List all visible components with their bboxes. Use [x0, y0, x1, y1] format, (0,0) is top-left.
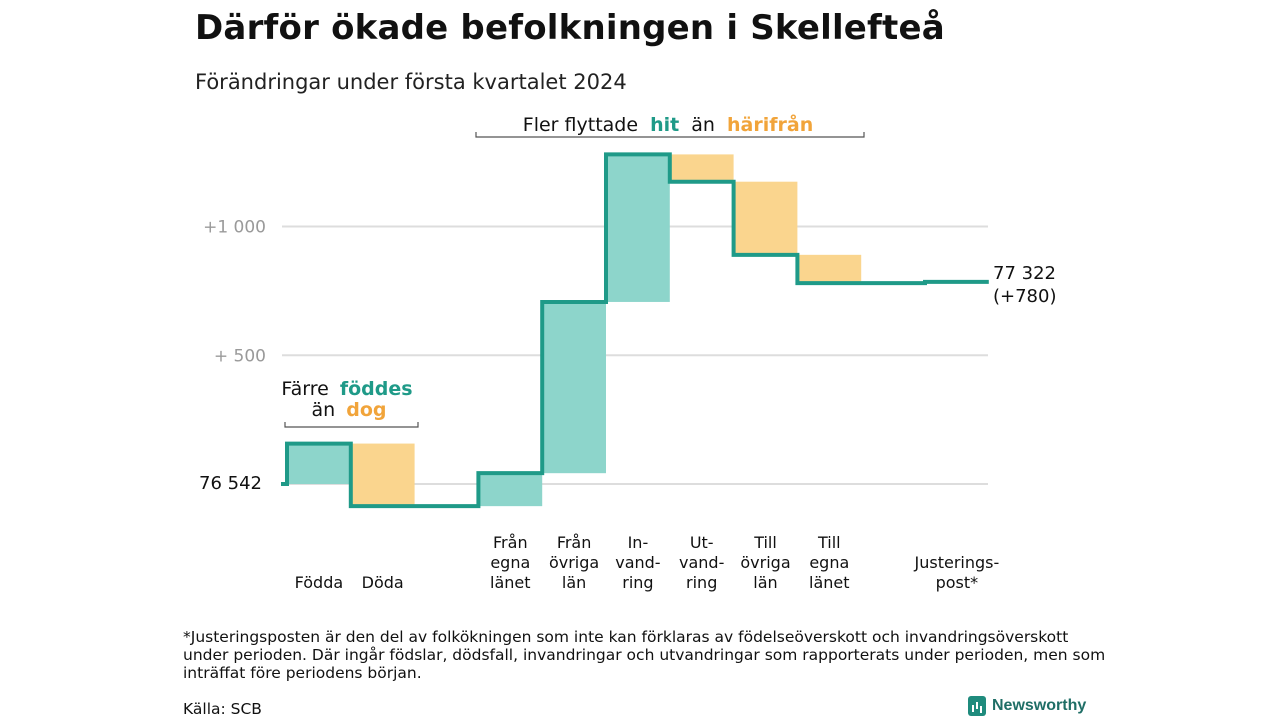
svg-text:än dog: än dog: [312, 399, 387, 421]
waterfall-bar: [797, 254, 862, 284]
category-label: Från övriga län: [549, 533, 599, 592]
svg-text:Färre föddes: Färre föddes: [281, 378, 412, 400]
births-line1-hit: föddes: [340, 378, 413, 400]
newsworthy-logo: Newsworthy: [968, 696, 1086, 716]
category-label: Födda: [295, 573, 344, 592]
category-label: Till övriga län: [740, 533, 790, 592]
births-line1-prefix: Färre: [281, 378, 328, 400]
waterfall-bar: [669, 154, 734, 182]
y-axis-ticks: + 500 +1 000: [203, 218, 266, 367]
waterfall-bar: [542, 301, 606, 474]
y-tick-label: + 500: [214, 346, 266, 366]
moved-bracket: [475, 132, 865, 138]
waterfall-bar: [350, 443, 415, 507]
category-label: Till egna länet: [809, 533, 850, 592]
waterfall-bar: [606, 154, 670, 302]
moved-middle: än: [691, 114, 715, 136]
svg-text:Fler flyttade hit: Fler flyttade hit än härifrån: [523, 112, 813, 136]
waterfall-bar: [733, 181, 798, 255]
bars: [287, 154, 862, 507]
chart-title: Därför ökade befolkningen i Skellefteå: [195, 8, 945, 48]
cumulative-step-line: [281, 152, 989, 509]
waterfall-chart: + 500 +1 000 Födda Döda Från egna länet Från öv…: [199, 112, 1056, 592]
chart-subtitle: Förändringar under första kvartalet 2024: [195, 70, 627, 94]
end-change-label: (+780): [993, 286, 1056, 307]
births-bracket: [284, 422, 419, 428]
category-labels: Födda Döda Från egna länet Från övriga län In-va…: [295, 533, 1000, 592]
start-value-label: 76 542: [199, 473, 262, 494]
births-line2-prefix: än: [312, 399, 336, 421]
births-line2-away: dog: [346, 399, 386, 421]
births-annotation: Färre föddes än dog: [281, 378, 419, 428]
category-label: Ut-vand-ring: [679, 533, 724, 592]
category-label: In-vand-ring: [615, 533, 660, 592]
category-label: Justerings-post*: [914, 553, 1000, 592]
waterfall-bar: [478, 473, 543, 507]
end-value-label: 77 322: [993, 263, 1056, 284]
moved-annotation: Fler flyttade hit än härifrån: [475, 112, 865, 138]
waterfall-bar: [287, 443, 351, 484]
source-label: Källa: SCB: [183, 700, 262, 718]
footnote: *Justeringsposten är den del av folkökni…: [183, 628, 1106, 682]
category-label: Döda: [362, 573, 404, 592]
chart-bars-icon: [968, 696, 986, 716]
moved-hit: hit: [650, 114, 679, 136]
brand-name: Newsworthy: [992, 697, 1087, 714]
moved-prefix: Fler flyttade: [523, 114, 638, 136]
y-tick-label: +1 000: [203, 218, 266, 238]
category-label: Från egna länet: [490, 533, 531, 592]
moved-away: härifrån: [727, 112, 813, 136]
